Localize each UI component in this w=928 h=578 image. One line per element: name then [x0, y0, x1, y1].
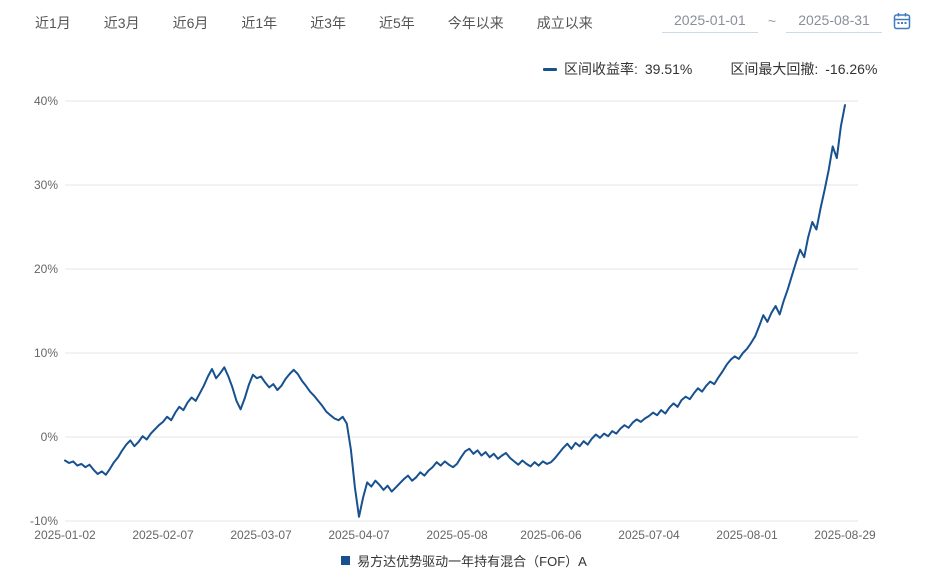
period-tabs: 近1月 近3月 近6月 近1年 近3年 近5年 今年以来 成立以来 [35, 13, 593, 33]
x-axis-label: 2025-08-29 [814, 528, 876, 542]
interval-return-stat: 区间收益率: 39.51% [543, 59, 692, 79]
series-name: 易方达优势驱动一年持有混合（FOF）A [357, 554, 587, 569]
date-from-input[interactable] [661, 8, 758, 33]
interval-return-label: 区间收益率: [564, 61, 638, 77]
series-square-icon [341, 556, 351, 565]
tab-1m[interactable]: 近1月 [35, 15, 71, 31]
max-drawdown-stat: 区间最大回撤: -16.26% [730, 59, 877, 79]
x-axis-label: 2025-05-08 [426, 528, 488, 542]
x-axis-label: 2025-07-04 [618, 528, 680, 542]
max-drawdown-value: -16.26% [825, 61, 878, 77]
date-separator: ~ [767, 12, 776, 29]
tab-5y[interactable]: 近5年 [378, 15, 415, 31]
tab-3m[interactable]: 近3月 [103, 15, 140, 31]
performance-line-chart: 40% 30% 20% 10% 0% -10%2025-01-02 2025-02-07 20… [30, 94, 876, 542]
x-axis-label: 2025-08-01 [716, 528, 778, 542]
series-legend: 易方达优势驱动一年持有混合（FOF）A [0, 551, 928, 570]
tab-6m[interactable]: 近6月 [172, 15, 209, 31]
x-axis-label: 2025-04-07 [328, 528, 390, 542]
y-axis-label: -10% [30, 514, 58, 528]
y-axis-label: 40% [34, 94, 58, 108]
interval-stats: 区间收益率: 39.51% 区间最大回撤: -16.26% [543, 59, 877, 79]
interval-return-value: 39.51% [644, 61, 693, 77]
series-line-marker-icon [543, 67, 557, 71]
date-range-picker: ~ [661, 8, 912, 33]
x-axis-label: 2025-03-07 [230, 528, 292, 542]
x-axis-label: 2025-01-02 [34, 528, 96, 542]
tab-1y[interactable]: 近1年 [241, 15, 278, 31]
y-axis-label: 30% [34, 178, 58, 192]
y-axis-label: 10% [34, 346, 58, 360]
max-drawdown-label: 区间最大回撤: [730, 61, 819, 77]
y-axis-label: 0% [41, 430, 59, 444]
series-line [64, 104, 846, 518]
tab-ytd[interactable]: 今年以来 [447, 15, 504, 31]
calendar-icon[interactable] [892, 11, 912, 31]
x-axis-label: 2025-02-07 [132, 528, 194, 542]
y-axis-label: 20% [34, 262, 58, 276]
x-axis-label: 2025-06-06 [520, 528, 582, 542]
tab-3y[interactable]: 近3年 [310, 15, 346, 31]
tab-since-inception[interactable]: 成立以来 [536, 15, 593, 31]
date-to-input[interactable] [786, 8, 882, 33]
